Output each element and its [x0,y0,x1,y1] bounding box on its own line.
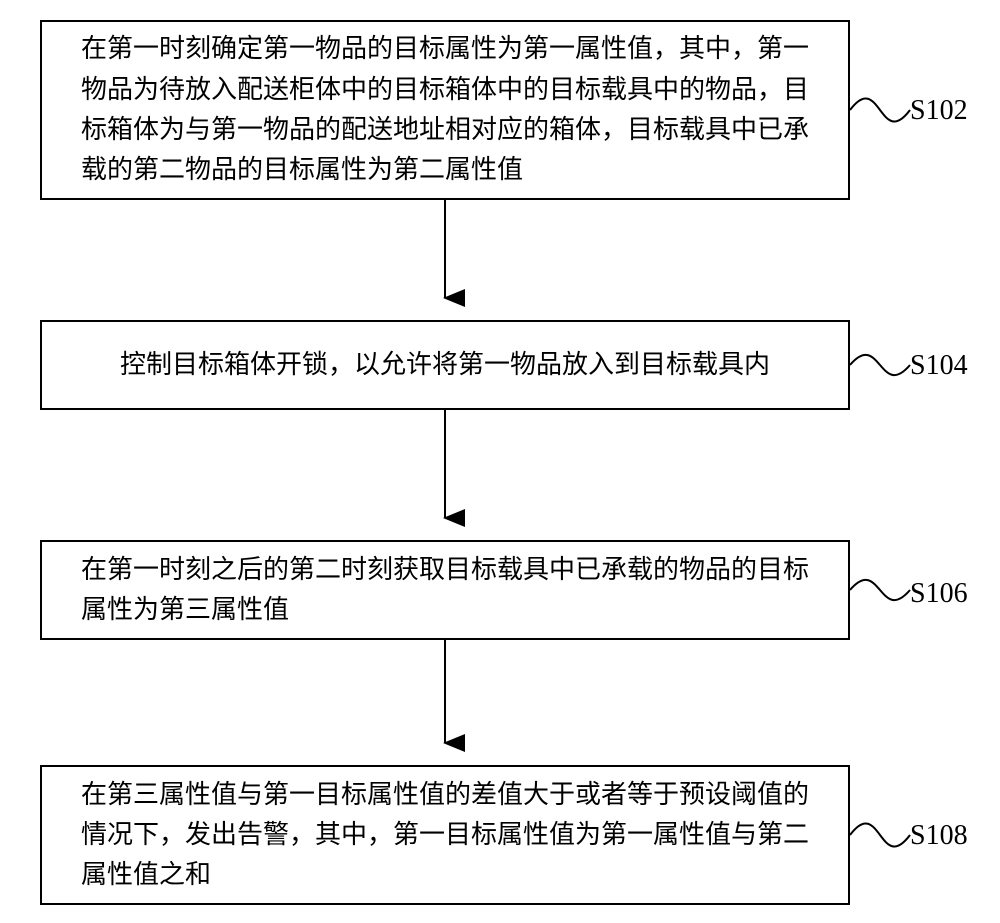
label-connector-s104 [850,355,910,375]
flowchart-canvas: 在第一时刻确定第一物品的目标属性为第一属性值，其中，第一 物品为待放入配送柜体中… [0,0,1000,923]
label-connector-s108 [850,823,910,846]
label-connector-s106 [850,580,910,600]
label-connector-s102 [850,98,910,121]
flow-connectors [0,0,1000,923]
